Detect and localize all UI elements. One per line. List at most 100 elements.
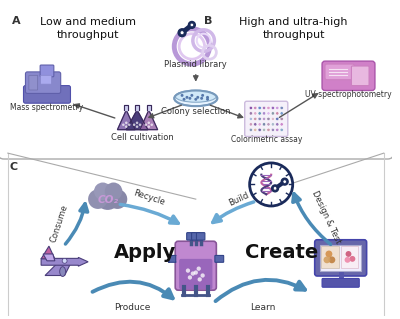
FancyBboxPatch shape bbox=[215, 256, 224, 262]
Circle shape bbox=[62, 258, 67, 263]
Circle shape bbox=[178, 29, 186, 37]
Text: Create: Create bbox=[245, 243, 318, 263]
FancyBboxPatch shape bbox=[175, 241, 216, 290]
Circle shape bbox=[280, 117, 283, 121]
Circle shape bbox=[271, 123, 274, 126]
Ellipse shape bbox=[175, 91, 216, 102]
Circle shape bbox=[280, 128, 283, 131]
Circle shape bbox=[206, 96, 209, 99]
Circle shape bbox=[125, 122, 128, 124]
FancyBboxPatch shape bbox=[322, 61, 375, 91]
Circle shape bbox=[276, 128, 279, 131]
Circle shape bbox=[280, 112, 283, 115]
Polygon shape bbox=[41, 246, 55, 259]
Circle shape bbox=[344, 257, 350, 263]
Polygon shape bbox=[45, 264, 70, 276]
Circle shape bbox=[94, 182, 112, 200]
Circle shape bbox=[273, 187, 277, 190]
Circle shape bbox=[267, 106, 270, 110]
Circle shape bbox=[258, 112, 261, 115]
Circle shape bbox=[150, 123, 153, 126]
Circle shape bbox=[249, 112, 252, 115]
Circle shape bbox=[194, 271, 198, 275]
Circle shape bbox=[267, 128, 270, 131]
Text: UV spectrophotometry: UV spectrophotometry bbox=[305, 90, 392, 99]
FancyBboxPatch shape bbox=[322, 278, 359, 287]
Circle shape bbox=[267, 117, 270, 121]
Circle shape bbox=[283, 180, 286, 183]
Circle shape bbox=[200, 97, 203, 100]
FancyBboxPatch shape bbox=[325, 64, 354, 80]
Circle shape bbox=[180, 31, 184, 35]
FancyBboxPatch shape bbox=[196, 233, 205, 240]
Circle shape bbox=[276, 106, 279, 110]
FancyBboxPatch shape bbox=[41, 75, 51, 84]
FancyBboxPatch shape bbox=[245, 101, 288, 137]
Circle shape bbox=[136, 122, 138, 124]
Text: Low and medium
throughput: Low and medium throughput bbox=[40, 17, 136, 40]
FancyBboxPatch shape bbox=[0, 0, 394, 159]
Circle shape bbox=[271, 117, 274, 121]
Circle shape bbox=[144, 123, 147, 126]
FancyBboxPatch shape bbox=[29, 75, 38, 90]
Circle shape bbox=[262, 128, 266, 131]
Text: Plasmid library: Plasmid library bbox=[164, 60, 227, 69]
FancyBboxPatch shape bbox=[40, 65, 54, 77]
Circle shape bbox=[148, 125, 150, 128]
Circle shape bbox=[254, 112, 257, 115]
Circle shape bbox=[190, 23, 194, 27]
Text: CO₂: CO₂ bbox=[97, 195, 118, 205]
Text: Apply: Apply bbox=[114, 243, 176, 263]
Polygon shape bbox=[140, 110, 158, 130]
Circle shape bbox=[328, 256, 335, 263]
Circle shape bbox=[191, 271, 195, 276]
Circle shape bbox=[186, 96, 188, 99]
Circle shape bbox=[95, 184, 120, 210]
FancyBboxPatch shape bbox=[168, 256, 176, 262]
Circle shape bbox=[262, 112, 266, 115]
Circle shape bbox=[280, 123, 283, 126]
Polygon shape bbox=[43, 254, 55, 261]
Circle shape bbox=[276, 117, 279, 121]
Polygon shape bbox=[124, 105, 128, 110]
FancyBboxPatch shape bbox=[179, 259, 212, 289]
FancyBboxPatch shape bbox=[24, 85, 70, 103]
Ellipse shape bbox=[60, 267, 66, 277]
Circle shape bbox=[196, 96, 199, 99]
Circle shape bbox=[182, 98, 186, 101]
Circle shape bbox=[206, 98, 209, 101]
Circle shape bbox=[350, 256, 355, 262]
Circle shape bbox=[198, 277, 202, 282]
Circle shape bbox=[249, 123, 252, 126]
FancyBboxPatch shape bbox=[26, 72, 61, 93]
Text: High and ultra-high
throughput: High and ultra-high throughput bbox=[240, 17, 348, 40]
Text: Cell cultivation: Cell cultivation bbox=[110, 133, 173, 142]
FancyBboxPatch shape bbox=[352, 66, 369, 85]
Text: Design & Test: Design & Test bbox=[310, 189, 342, 245]
Circle shape bbox=[258, 106, 261, 110]
Circle shape bbox=[254, 117, 257, 121]
Polygon shape bbox=[147, 105, 151, 110]
Circle shape bbox=[272, 185, 278, 192]
Text: Consume: Consume bbox=[48, 204, 69, 244]
Circle shape bbox=[262, 117, 266, 121]
Circle shape bbox=[88, 189, 108, 209]
Circle shape bbox=[122, 123, 125, 126]
Circle shape bbox=[249, 117, 252, 121]
Circle shape bbox=[250, 163, 293, 206]
Circle shape bbox=[249, 128, 252, 131]
FancyBboxPatch shape bbox=[192, 233, 200, 240]
FancyArrow shape bbox=[41, 257, 88, 266]
Circle shape bbox=[258, 117, 261, 121]
Polygon shape bbox=[126, 110, 148, 130]
Polygon shape bbox=[135, 105, 139, 110]
Circle shape bbox=[181, 94, 184, 97]
Circle shape bbox=[196, 266, 201, 271]
Circle shape bbox=[258, 123, 261, 126]
Circle shape bbox=[125, 125, 128, 128]
Circle shape bbox=[136, 125, 138, 128]
Circle shape bbox=[201, 94, 204, 97]
Text: C: C bbox=[10, 162, 18, 172]
Circle shape bbox=[262, 123, 266, 126]
Polygon shape bbox=[118, 110, 135, 130]
